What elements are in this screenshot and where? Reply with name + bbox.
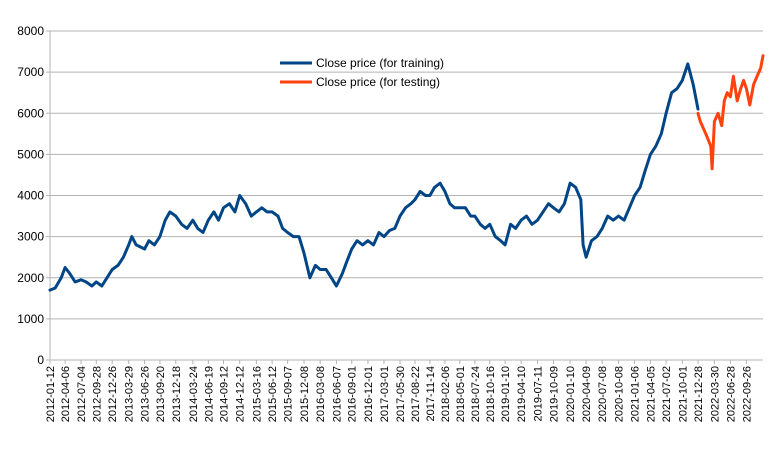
x-tick-label: 2012-09-28: [91, 366, 103, 422]
x-tick-label: 2022-09-26: [741, 366, 753, 422]
x-tick-label: 2017-11-14: [425, 366, 437, 421]
x-tick-label: 2012-01-12: [45, 366, 57, 422]
x-tick-label: 2013-12-18: [171, 366, 183, 422]
x-tick-label: 2018-07-24: [470, 366, 482, 422]
series-line-testing: [696, 54, 765, 171]
x-tick-label: 2020-10-08: [614, 366, 626, 422]
x-tick-label: 2021-01-06: [630, 366, 642, 422]
x-tick-label: 2020-04-09: [581, 366, 593, 422]
x-tick-label: 2014-09-12: [218, 366, 230, 422]
x-tick-label: 2020-07-08: [597, 366, 609, 422]
y-tick-label: 4000: [17, 189, 44, 203]
x-tick-label: 2019-01-10: [500, 366, 512, 422]
x-tick-label: 2018-10-16: [485, 366, 497, 422]
x-tick-label: 2021-12-28: [693, 366, 705, 422]
x-tick-label: 2016-06-07: [331, 366, 343, 422]
y-tick-label: 5000: [17, 147, 44, 161]
x-tick-label: 2015-06-12: [267, 366, 279, 422]
x-tick-label: 2013-09-20: [155, 366, 167, 422]
gridlines: [50, 30, 763, 361]
x-tick-label: 2017-08-22: [410, 366, 422, 422]
x-tick-label: 2012-04-06: [60, 366, 72, 422]
x-tick-label: 2012-07-04: [76, 366, 88, 422]
x-axis-ticks: 2012-01-12 2012-04-06 2012-07-04 2012-09-28…: [45, 360, 753, 422]
y-tick-label: 8000: [17, 24, 44, 38]
y-tick-label: 2000: [17, 271, 44, 285]
x-tick-label: 2012-12-26: [107, 366, 119, 422]
y-tick-label: 6000: [17, 106, 44, 120]
series-line-training: [48, 62, 700, 292]
x-tick-label: 2021-04-05: [645, 366, 657, 422]
x-tick-label: 2018-02-06: [440, 366, 452, 422]
y-tick-label: 1000: [17, 312, 44, 326]
x-tick-label: 2017-03-01: [379, 366, 391, 422]
x-tick-label: 2015-12-08: [299, 366, 311, 422]
x-tick-label: 2015-03-16: [251, 366, 263, 422]
x-tick-label: 2019-10-09: [549, 366, 561, 422]
x-tick-label: 2014-12-12: [235, 366, 247, 422]
x-tick-label: 2022-03-30: [709, 366, 721, 422]
y-tick-label: 3000: [17, 230, 44, 244]
x-tick-label: 2019-07-11: [533, 366, 545, 421]
x-tick-label: 2015-09-07: [283, 366, 295, 422]
x-tick-label: 2013-06-26: [140, 366, 152, 422]
y-axis-ticks: 0 1000 2000 3000 4000 5000 6000 7000 8000: [17, 24, 50, 367]
x-tick-label: 2021-10-01: [677, 366, 689, 422]
series-lines: [48, 54, 765, 292]
y-tick-label: 0: [37, 353, 44, 367]
legend-label-testing: Close price (for testing): [316, 75, 440, 89]
x-tick-label: 2020-01-10: [565, 366, 577, 422]
y-tick-label: 7000: [17, 65, 44, 79]
x-tick-label: 2014-06-19: [203, 366, 215, 422]
x-tick-label: 2016-09-01: [347, 366, 359, 422]
x-tick-label: 2013-03-29: [124, 366, 136, 422]
x-tick-label: 2018-05-01: [455, 366, 467, 422]
legend: Close price (for training) Close price (…: [280, 56, 444, 89]
x-tick-label: 2021-07-02: [661, 366, 673, 422]
x-tick-label: 2017-05-30: [395, 366, 407, 422]
x-tick-label: 2022-06-28: [725, 366, 737, 422]
x-tick-label: 2014-03-24: [188, 366, 200, 422]
x-tick-label: 2016-12-01: [363, 366, 375, 422]
x-tick-label: 2019-04-10: [516, 366, 528, 422]
x-tick-label: 2016-03-08: [315, 366, 327, 422]
legend-label-training: Close price (for training): [316, 56, 444, 70]
